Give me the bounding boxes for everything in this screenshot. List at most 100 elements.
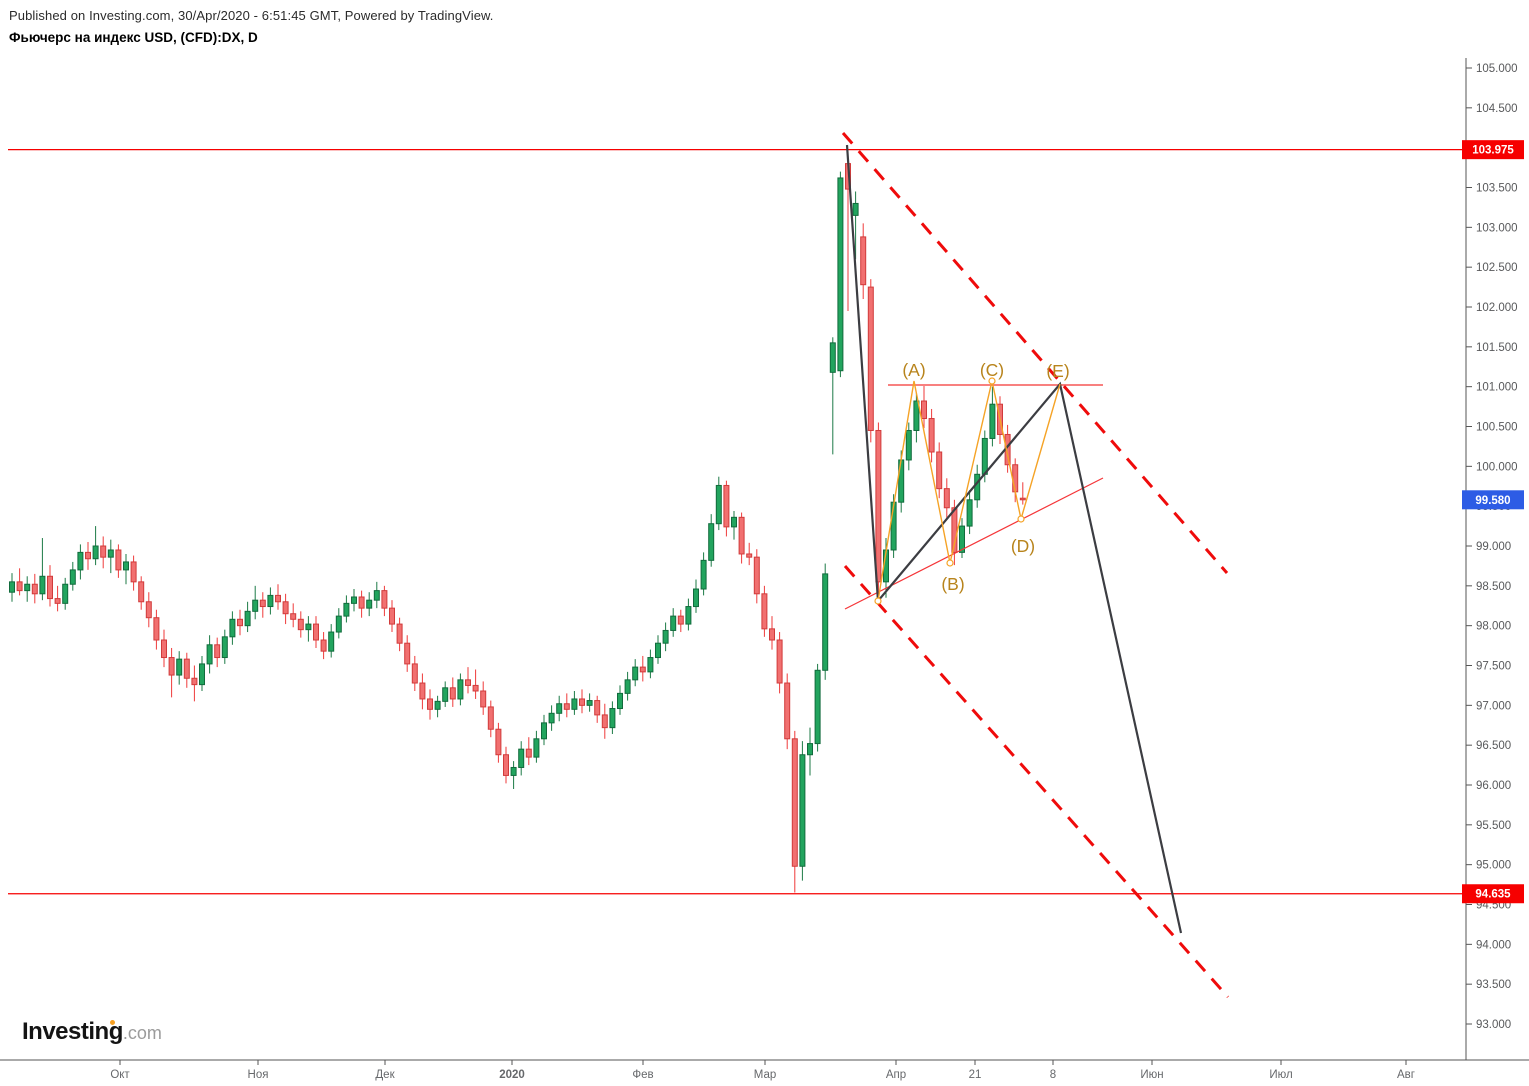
wave-vertex-marker[interactable]: [1017, 515, 1025, 523]
candle-body: [214, 644, 221, 659]
candle-body: [465, 679, 471, 686]
candle-body: [47, 575, 53, 600]
price-tick-label[interactable]: 95.000: [1476, 860, 1511, 872]
candle-body: [290, 613, 297, 620]
candle-body: [708, 523, 715, 561]
axes[interactable]: 105.000 104.500 103.500 103.000 102.500 102.0…: [0, 58, 1529, 1081]
time-tick-label-Апр[interactable]: Апр: [886, 1069, 906, 1081]
wave-zigzag-line[interactable]: [877, 380, 1061, 602]
channel-lower-dashed[interactable]: [843, 565, 1230, 998]
candle-body: [639, 666, 646, 673]
wave-label-C: (C): [980, 360, 1004, 380]
price-tick-label[interactable]: 105.000: [1476, 63, 1518, 75]
candle-body: [297, 618, 304, 631]
candle-body: [183, 658, 190, 679]
logo-orange-dot-icon: [110, 1020, 115, 1025]
candle-body: [1012, 464, 1019, 493]
candle-body: [442, 687, 449, 702]
time-tick-label-21[interactable]: 21: [969, 1069, 982, 1081]
candle-body: [579, 698, 585, 706]
price-tick-label[interactable]: 101.500: [1476, 342, 1518, 354]
candle-body: [921, 400, 927, 420]
price-tick-label[interactable]: 100.000: [1476, 461, 1518, 473]
price-tick-label[interactable]: 97.500: [1476, 661, 1511, 673]
candle-body: [39, 575, 46, 595]
candle-body: [54, 598, 61, 604]
candle-body: [366, 599, 373, 609]
price-badge: [1462, 140, 1524, 160]
forecast-path-line[interactable]: [845, 144, 1183, 934]
candle-body: [153, 617, 160, 641]
candle-body: [617, 692, 623, 710]
triangle-lower-trendline[interactable]: [844, 477, 1104, 610]
candle-body: [487, 706, 494, 730]
price-tick-label[interactable]: 97.000: [1476, 700, 1511, 712]
candle-body: [860, 236, 867, 286]
candle-body: [411, 663, 418, 684]
candle-body: [715, 484, 722, 525]
price-tick-label[interactable]: 96.000: [1476, 780, 1511, 792]
candle-body: [510, 766, 517, 776]
candle-body: [693, 588, 699, 608]
candle-body: [936, 451, 943, 490]
horizontal-level-lines: [8, 149, 1466, 895]
time-tick-label-Окт[interactable]: Окт: [110, 1069, 130, 1081]
candle-body: [662, 629, 669, 644]
candle-body: [518, 748, 525, 768]
candle-body: [875, 429, 882, 583]
price-tick-label[interactable]: 101.000: [1476, 382, 1518, 394]
time-tick-label-Июл[interactable]: Июл: [1269, 1069, 1292, 1081]
candle-body: [389, 607, 395, 625]
price-tick-label[interactable]: 93.500: [1476, 979, 1511, 991]
candle-body: [677, 615, 684, 625]
time-tick-label-Ноя[interactable]: Ноя: [248, 1069, 269, 1081]
wave-vertex-marker[interactable]: [988, 377, 996, 385]
price-tick-label[interactable]: 100.500: [1476, 422, 1518, 434]
price-tick-label[interactable]: 98.000: [1476, 621, 1511, 633]
price-tick-label[interactable]: 98.500: [1476, 581, 1511, 593]
investing-logo: Investing.com: [22, 1018, 162, 1046]
price-tick-label[interactable]: 103.000: [1476, 222, 1518, 234]
candle-body: [107, 549, 114, 558]
price-tick-label[interactable]: 102.000: [1476, 302, 1518, 314]
candle-body: [928, 418, 935, 453]
candle-body: [533, 738, 540, 758]
price-tick-label[interactable]: 96.500: [1476, 740, 1511, 752]
price-tick-label[interactable]: 95.500: [1476, 820, 1511, 832]
time-tick-label-Авг[interactable]: Авг: [1397, 1069, 1415, 1081]
time-tick-label-2020[interactable]: 2020: [499, 1069, 525, 1081]
candle-body: [115, 549, 122, 571]
candle-body: [700, 559, 707, 590]
time-tick-label-Фев[interactable]: Фев: [632, 1069, 653, 1081]
candle-body: [100, 545, 107, 558]
candle-body: [761, 593, 768, 630]
time-tick-label-8[interactable]: 8: [1050, 1069, 1056, 1081]
candle-body: [335, 615, 342, 633]
time-tick-label-Дек[interactable]: Дек: [375, 1069, 395, 1081]
price-tick-label[interactable]: 103.500: [1476, 183, 1518, 195]
price-tick-label[interactable]: 94.000: [1476, 939, 1511, 951]
candle-body: [237, 618, 243, 627]
candle-body: [69, 569, 76, 585]
wave-label-D: (D): [1011, 536, 1035, 556]
time-tick-label-Июн[interactable]: Июн: [1140, 1069, 1163, 1081]
candle-body: [822, 573, 829, 671]
time-tick-label-Мар[interactable]: Мар: [754, 1069, 777, 1081]
price-tick-label[interactable]: 93.000: [1476, 1019, 1511, 1031]
candle-body: [776, 639, 783, 684]
price-tick-label[interactable]: 102.500: [1476, 262, 1518, 274]
candle-body: [457, 679, 464, 700]
logo-suffix: .com: [122, 1023, 162, 1043]
wave-vertex-marker[interactable]: [946, 559, 954, 567]
candle-body: [966, 499, 973, 527]
price-badge-value: 99.580: [1475, 495, 1510, 507]
candle-body: [252, 599, 259, 612]
wave-vertex-marker[interactable]: [874, 597, 882, 605]
channel-upper-dashed[interactable]: [841, 132, 1229, 574]
candle-body: [381, 590, 388, 609]
candle-body: [138, 581, 145, 603]
price-tick-label[interactable]: 104.500: [1476, 103, 1518, 115]
price-tick-label[interactable]: 99.000: [1476, 541, 1511, 553]
candle-body: [981, 437, 988, 475]
candle-body: [145, 601, 152, 619]
